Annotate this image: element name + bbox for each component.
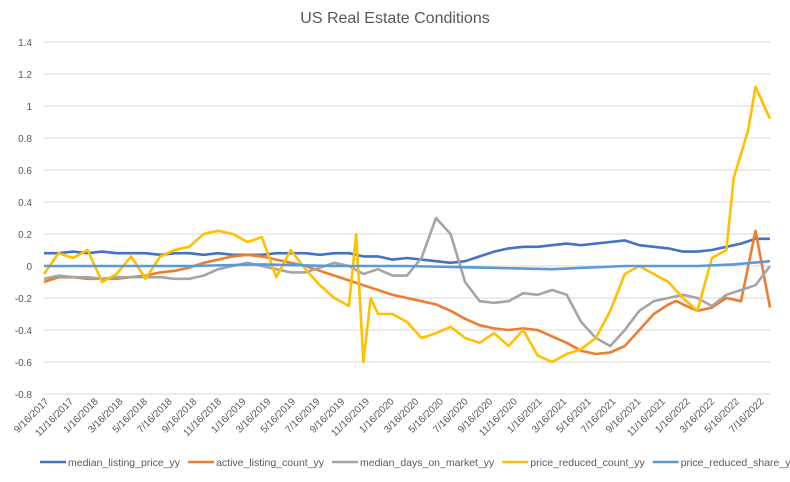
series-line-price-reduced-share-yy	[44, 259, 771, 271]
y-tick-label: 1	[26, 102, 32, 113]
legend-label: active_listing_count_yy	[216, 457, 325, 469]
y-axis-ticks: 1.4 1.2 1 0.8 0.6 0.4 0.2 0 -0.2 -0.4 -0.6 -0.8	[15, 38, 33, 401]
series-lines	[42, 85, 772, 364]
y-tick-label: -0.2	[15, 294, 33, 305]
y-tick-label: -0.6	[15, 358, 33, 369]
y-tick-label: 0.2	[18, 230, 32, 241]
y-tick-label: 0.6	[18, 166, 32, 177]
legend-label: price_reduced_share_yy	[681, 457, 790, 469]
series-line-price-reduced-count-yy	[42, 85, 772, 364]
y-tick-label: 0.8	[18, 134, 32, 145]
y-tick-label: 0	[26, 262, 32, 273]
gridlines	[44, 41, 770, 395]
y-tick-label: 1.2	[18, 70, 32, 81]
y-tick-label: -0.8	[15, 390, 33, 401]
chart-title: US Real Estate Conditions	[300, 10, 489, 27]
y-tick-label: 1.4	[18, 38, 32, 49]
series-line-median-listing-price-yy	[44, 237, 770, 265]
legend-label: median_listing_price_yy	[68, 457, 181, 469]
x-axis-ticks: 9/16/201711/16/20171/16/20183/16/20185/1…	[12, 396, 767, 439]
legend-label: median_days_on_market_yy	[360, 457, 495, 469]
y-tick-label: -0.4	[15, 326, 33, 337]
legend: median_listing_price_yy active_listing_co…	[40, 457, 790, 469]
series-line-median-days-on-market-yy	[43, 216, 772, 348]
series-line-active-listing-count-yy	[43, 229, 772, 356]
y-tick-label: 0.4	[18, 198, 32, 209]
legend-label: price_reduced_count_yy	[530, 457, 645, 469]
